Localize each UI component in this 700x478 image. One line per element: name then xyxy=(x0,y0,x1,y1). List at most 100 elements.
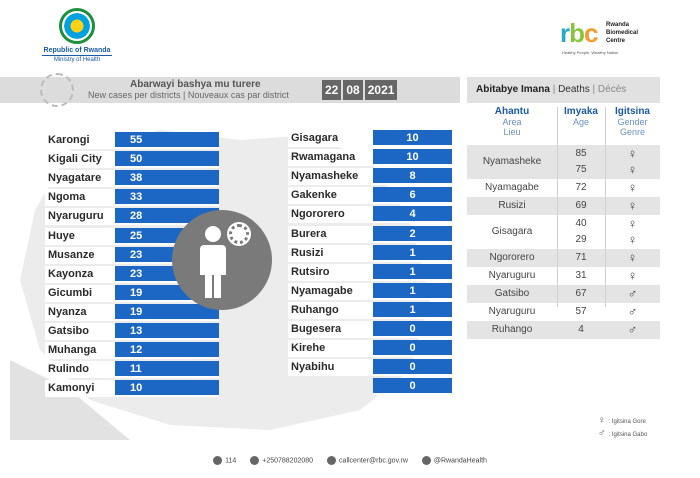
social-media-icon xyxy=(421,455,431,465)
district-case-count: 11 xyxy=(115,361,219,379)
district-name: Ngororero xyxy=(288,206,373,224)
death-age: 57 xyxy=(575,306,587,317)
district-name: Rutsiro xyxy=(288,263,373,281)
death-area: Ruhango xyxy=(491,324,533,335)
district-name: Gakenke xyxy=(288,187,373,205)
rbc-logo: rbc Rwanda Biomedical Centre Healthy Peo… xyxy=(560,18,660,58)
district-case-count: 8 xyxy=(373,168,452,186)
deaths-header: Abitabye Imana | Deaths | Décès xyxy=(467,77,660,103)
district-name: Ngoma xyxy=(45,189,115,207)
banner-title-en-fr: New cases per districts | Nouveaux cas p… xyxy=(88,90,289,100)
email-contact: callcenter@rbc.gov.rw xyxy=(327,455,408,465)
district-case-count: 1 xyxy=(373,244,452,262)
district-row: Kirehe 0 xyxy=(288,340,463,358)
death-area: Nyamagabe xyxy=(485,182,539,193)
male-symbol-icon: ♂ xyxy=(598,428,606,439)
district-name: Muhanga xyxy=(45,342,115,360)
district-case-count: 38 xyxy=(115,170,219,188)
death-record-row: Ngororero 71 ♀ xyxy=(467,249,660,267)
legend-male: ♂: Igitsina Gabo xyxy=(598,428,648,439)
district-row: Rusizi 1 xyxy=(288,244,463,262)
phone-icon xyxy=(213,455,223,465)
district-row: Bugesera 0 xyxy=(288,321,463,338)
district-name: Musanze xyxy=(45,246,115,264)
death-record-row: Ruhango 4 ♂ xyxy=(467,321,660,339)
contact-footer: 114 +250788202080 callcenter@rbc.gov.rw … xyxy=(0,448,700,472)
female-symbol-icon: ♀ xyxy=(627,198,638,213)
death-age: 71 xyxy=(575,252,587,263)
death-record-row: Nyamasheke 85 ♀ 75 ♀ xyxy=(467,145,660,179)
district-row: Rutsiro 1 xyxy=(288,263,463,281)
column-area-header: Ahantu Area Lieu xyxy=(494,106,530,138)
district-name: Nyagatare xyxy=(45,170,115,188)
rbc-wordmark: rbc xyxy=(560,18,599,48)
death-area: Rusizi xyxy=(498,200,526,211)
district-case-count: 1 xyxy=(373,301,452,319)
district-case-count: 2 xyxy=(373,225,452,243)
district-case-count: 0 xyxy=(373,340,452,358)
district-row: Ruhango 1 xyxy=(288,301,463,319)
rbc-tagline: Healthy People, Wealthy Nation xyxy=(562,50,619,55)
district-row: Nyagatare 38 xyxy=(45,170,220,188)
district-row: Nyamasheke 8 xyxy=(288,168,463,186)
district-name: Gicumbi xyxy=(45,284,115,302)
district-case-count: 55 xyxy=(115,132,219,149)
district-row: Nyamagabe 1 xyxy=(288,282,463,300)
district-name: Kamonyi xyxy=(45,380,115,398)
death-age: 31 xyxy=(575,270,587,281)
death-age: 75 xyxy=(575,164,587,175)
district-row: Rulindo 11 xyxy=(45,361,220,379)
social-contact: @RwandaHealth xyxy=(421,455,487,465)
district-case-count: 10 xyxy=(373,149,452,167)
district-name: Kigali City xyxy=(45,151,115,169)
district-name xyxy=(288,378,373,395)
district-row: Gakenke 6 xyxy=(288,187,463,205)
death-area: Ngororero xyxy=(489,252,535,263)
district-case-count: 13 xyxy=(115,323,219,340)
district-name: Nyamasheke xyxy=(288,168,373,186)
district-row: Muhanga 12 xyxy=(45,342,220,360)
death-area: Nyaruguru xyxy=(488,306,536,317)
rwanda-seal-icon xyxy=(59,8,95,44)
female-symbol-icon: ♀ xyxy=(627,162,638,177)
district-row: Burera 2 xyxy=(288,225,463,243)
district-case-count: 1 xyxy=(373,263,452,281)
gov-line1: Republic of Rwanda xyxy=(43,47,111,54)
district-name: Nyabihu xyxy=(288,359,373,377)
hotline-contact: 114 xyxy=(213,455,236,465)
death-age: 85 xyxy=(575,148,587,159)
female-symbol-icon: ♀ xyxy=(627,232,638,247)
death-area: Nyaruguru xyxy=(488,270,536,281)
female-symbol-icon: ♀ xyxy=(627,250,638,265)
district-row: Karongi 55 xyxy=(45,132,220,149)
district-row: Gisagara 10 xyxy=(288,130,463,147)
death-record-row: Rusizi 69 ♀ xyxy=(467,197,660,215)
district-name: Karongi xyxy=(45,132,115,149)
district-case-count: 50 xyxy=(115,151,219,169)
district-case-count: 0 xyxy=(373,378,452,396)
district-case-count: 12 xyxy=(115,342,219,360)
death-area: Gisagara xyxy=(491,226,533,237)
district-name: Kirehe xyxy=(288,340,373,358)
date-day: 22 xyxy=(322,80,342,100)
report-date: 22 08 2021 xyxy=(322,80,398,100)
death-record-row: Nyamagabe 72 ♀ xyxy=(467,179,660,197)
district-case-count: 19 xyxy=(115,303,219,321)
district-name: Bugesera xyxy=(288,321,373,338)
death-age: 72 xyxy=(575,182,587,193)
district-row: Kamonyi 10 xyxy=(45,380,220,398)
district-case-count: 6 xyxy=(373,187,452,205)
district-name: Huye xyxy=(45,227,115,245)
death-record-row: Nyaruguru 31 ♀ xyxy=(467,267,660,285)
death-area: Gatsibo xyxy=(494,288,530,299)
gov-line2: Ministry of Health xyxy=(42,55,112,63)
banner-title-kin: Abarwayi bashya mu turere xyxy=(130,79,261,90)
district-row: Rwamagana 10 xyxy=(288,149,463,167)
date-year: 2021 xyxy=(364,80,398,100)
district-row: Nyanza 19 xyxy=(45,303,220,321)
death-age: 67 xyxy=(575,288,587,299)
death-record-row: Nyaruguru 57 ♂ xyxy=(467,303,660,321)
death-age: 40 xyxy=(575,218,587,229)
district-row: Nyabihu 0 xyxy=(288,359,463,377)
district-name: Rulindo xyxy=(45,361,115,379)
